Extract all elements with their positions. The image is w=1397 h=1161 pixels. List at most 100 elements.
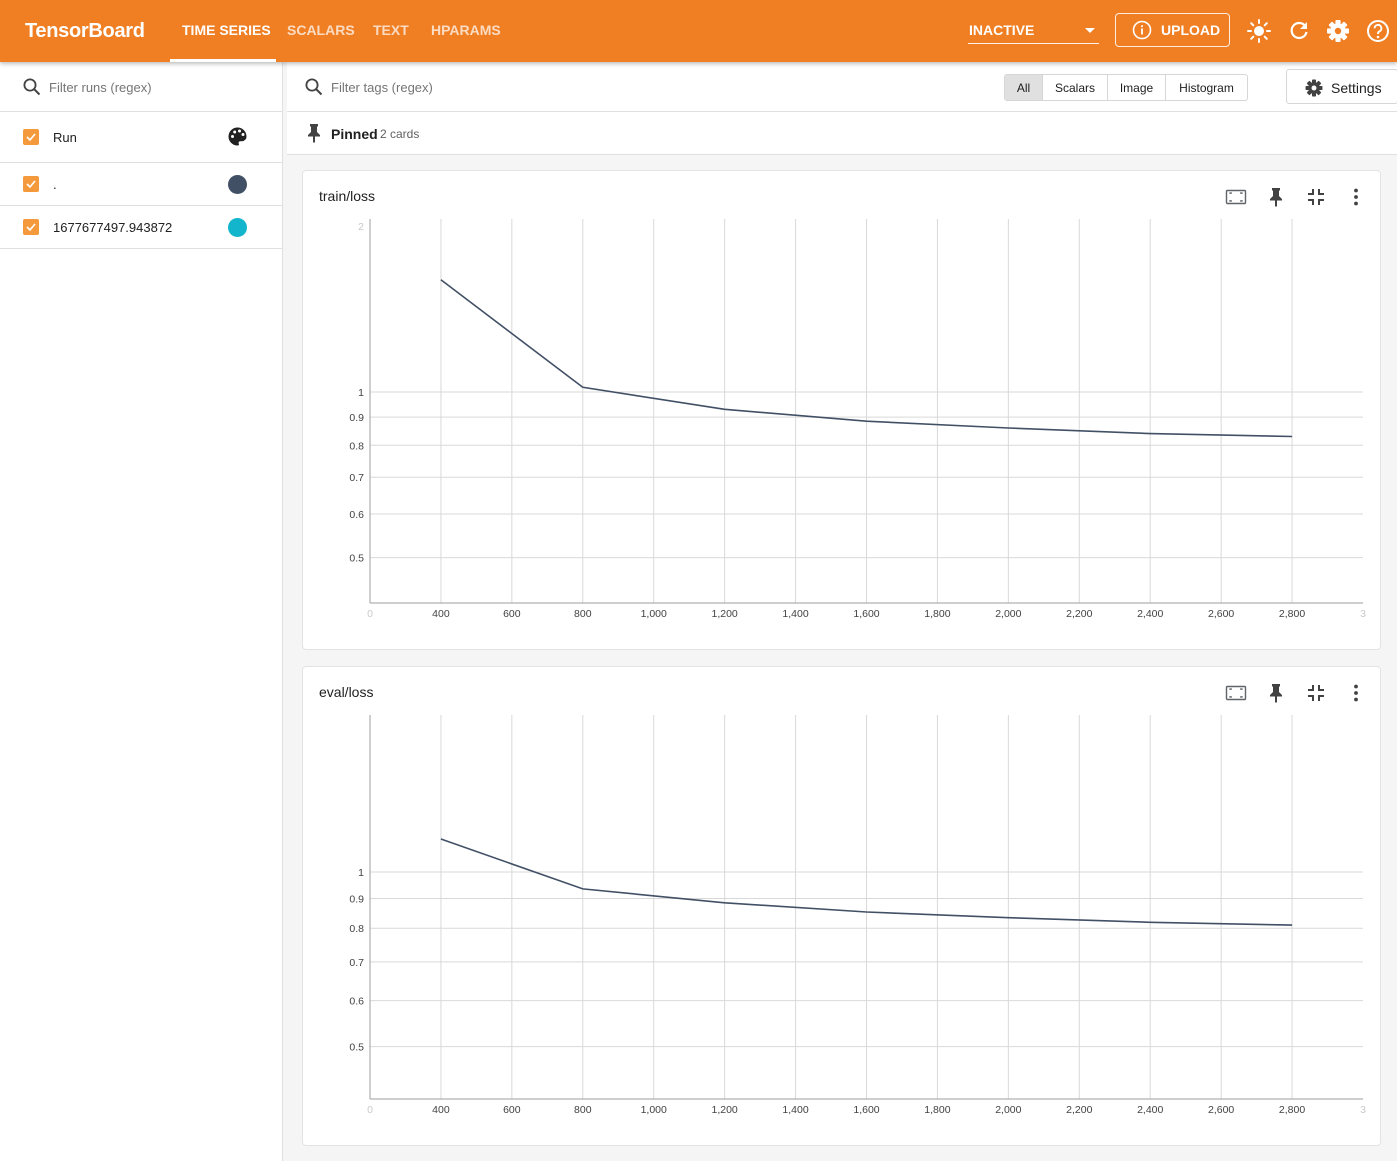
x-tick-label: 1,400 xyxy=(782,608,808,620)
scalar-card-train-loss: train/loss 2 1 0.9 0.8 0.7 0.6 0.5 0 400 600 800 1,… xyxy=(302,170,1381,650)
y-tick-label: 0.6 xyxy=(349,509,364,521)
x-tick-label: 1,200 xyxy=(712,1104,738,1116)
info-icon xyxy=(1132,20,1152,40)
plugin-select[interactable]: INACTIVE xyxy=(968,20,1099,44)
runs-header-row: Run xyxy=(0,112,282,163)
pin-icon xyxy=(308,124,320,143)
y-tick-label: 1 xyxy=(358,867,364,879)
search-icon xyxy=(305,78,323,96)
run-column-header: Run xyxy=(53,130,77,145)
runs-filter-placeholder: Filter runs (regex) xyxy=(49,80,152,95)
fit-domain-icon[interactable] xyxy=(1224,681,1248,705)
x-tick-label: 1,000 xyxy=(641,1104,667,1116)
upload-button[interactable]: UPLOAD xyxy=(1115,13,1230,47)
x-tick-label: 2,800 xyxy=(1279,1104,1305,1116)
x-tick-label: 3 xyxy=(1360,1104,1366,1116)
x-tick-label: 0 xyxy=(367,608,373,620)
run-color-swatch[interactable] xyxy=(228,175,247,194)
y-tick-label: 0.9 xyxy=(349,412,364,424)
series-line xyxy=(440,279,1293,438)
help-icon[interactable] xyxy=(1365,18,1391,44)
brightness-icon[interactable] xyxy=(1246,18,1272,44)
run-color-swatch[interactable] xyxy=(228,218,247,237)
settings-button[interactable]: Settings xyxy=(1286,69,1397,104)
filter-all-button[interactable]: All xyxy=(1005,75,1043,100)
tags-filter-input[interactable]: Filter tags (regex) xyxy=(331,80,433,95)
chevron-down-icon xyxy=(1085,28,1095,33)
search-icon xyxy=(23,78,41,96)
y-tick-label: 0.9 xyxy=(349,894,364,906)
pin-icon[interactable] xyxy=(1264,185,1288,209)
more-vert-icon[interactable] xyxy=(1344,185,1368,209)
tab-scalars[interactable]: SCALARS xyxy=(287,22,355,38)
run-row[interactable]: 1677677497.943872 xyxy=(0,206,282,249)
x-tick-label: 600 xyxy=(503,1104,521,1116)
x-tick-label: 800 xyxy=(574,608,592,620)
x-tick-label: 2,200 xyxy=(1066,608,1092,620)
card-title: eval/loss xyxy=(319,684,374,700)
runs-sidebar: Filter runs (regex) Run . 1677677497.943… xyxy=(0,62,283,1161)
line-chart[interactable]: 2 1 0.9 0.8 0.7 0.6 0.5 0 400 600 800 1,000 1,200 1,4… xyxy=(303,171,1382,651)
tab-hparams[interactable]: HPARAMS xyxy=(431,22,501,38)
collapse-icon[interactable] xyxy=(1304,185,1328,209)
check-icon xyxy=(26,133,36,142)
card-type-filter: All Scalars Image Histogram xyxy=(1004,74,1248,101)
series-line xyxy=(440,838,1293,926)
pinned-count: 2 cards xyxy=(380,127,420,141)
x-tick-label: 1,600 xyxy=(853,608,879,620)
x-tick-label: 1,600 xyxy=(853,1104,879,1116)
card-title: train/loss xyxy=(319,188,376,204)
x-tick-label: 800 xyxy=(574,1104,592,1116)
x-tick-label: 1,800 xyxy=(924,608,950,620)
more-vert-icon[interactable] xyxy=(1344,681,1368,705)
y-tick-label: 2 xyxy=(358,221,364,233)
x-tick-label: 1,200 xyxy=(712,608,738,620)
x-tick-label: 2,600 xyxy=(1208,1104,1234,1116)
x-tick-label: 2,200 xyxy=(1066,1104,1092,1116)
x-tick-label: 600 xyxy=(503,608,521,620)
settings-label: Settings xyxy=(1331,80,1382,96)
run-checkbox[interactable] xyxy=(23,176,39,192)
y-tick-label: 0.8 xyxy=(349,923,364,935)
x-tick-label: 1,000 xyxy=(641,608,667,620)
y-tick-label: 0.7 xyxy=(349,472,364,484)
x-tick-label: 0 xyxy=(367,1104,373,1116)
pinned-section-header: Pinned 2 cards xyxy=(287,112,1397,155)
tab-text[interactable]: TEXT xyxy=(373,22,409,38)
refresh-icon[interactable] xyxy=(1286,18,1312,44)
x-tick-label: 2,000 xyxy=(995,608,1021,620)
app-brand[interactable]: TensorBoard xyxy=(25,20,145,42)
filter-scalars-button[interactable]: Scalars xyxy=(1043,75,1108,100)
pinned-title: Pinned xyxy=(331,126,378,142)
run-name: 1677677497.943872 xyxy=(53,220,173,235)
y-tick-label: 0.5 xyxy=(349,1042,364,1054)
run-checkbox[interactable] xyxy=(23,219,39,235)
collapse-icon[interactable] xyxy=(1304,681,1328,705)
palette-icon[interactable] xyxy=(227,126,248,147)
filter-image-button[interactable]: Image xyxy=(1108,75,1166,100)
runs-filter[interactable]: Filter runs (regex) xyxy=(0,62,282,112)
x-tick-label: 400 xyxy=(432,1104,450,1116)
run-name: . xyxy=(53,177,57,192)
x-tick-label: 1,800 xyxy=(924,1104,950,1116)
line-chart[interactable]: 1 0.9 0.8 0.7 0.6 0.5 0 400 600 800 1,000 1,200 1,40… xyxy=(303,667,1382,1147)
x-tick-label: 2,400 xyxy=(1137,1104,1163,1116)
y-tick-label: 1 xyxy=(358,387,364,399)
tab-time-series[interactable]: TIME SERIES xyxy=(182,22,271,38)
x-tick-label: 2,800 xyxy=(1279,608,1305,620)
run-row[interactable]: . xyxy=(0,163,282,206)
x-tick-label: 3 xyxy=(1360,608,1366,620)
y-tick-label: 0.8 xyxy=(349,440,364,452)
active-tab-indicator xyxy=(170,59,276,62)
x-tick-label: 2,400 xyxy=(1137,608,1163,620)
settings-gear-icon[interactable] xyxy=(1325,18,1351,44)
y-tick-label: 0.6 xyxy=(349,996,364,1008)
fit-domain-icon[interactable] xyxy=(1224,185,1248,209)
top-app-bar: TensorBoard TIME SERIES SCALARS TEXT HPA… xyxy=(0,0,1397,62)
plugin-select-value: INACTIVE xyxy=(969,22,1035,38)
pin-icon[interactable] xyxy=(1264,681,1288,705)
select-all-checkbox[interactable] xyxy=(23,129,39,145)
tags-toolbar: Filter tags (regex) All Scalars Image Hi… xyxy=(287,62,1397,112)
gear-icon xyxy=(1305,79,1323,97)
filter-histogram-button[interactable]: Histogram xyxy=(1179,81,1234,95)
